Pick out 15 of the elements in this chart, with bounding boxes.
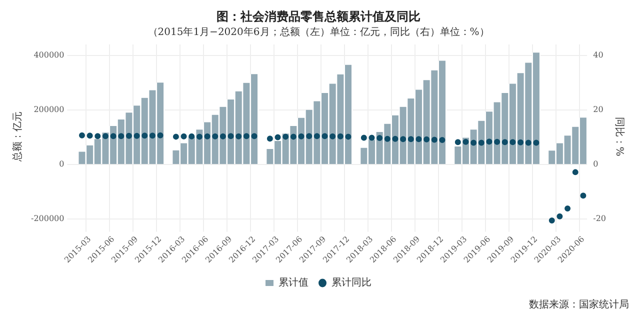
y-axis-title: 总额：亿元: [12, 112, 24, 163]
y-tick-label: 200000: [34, 105, 64, 114]
y2-tick-label: 0: [593, 160, 598, 169]
y2-tick-label: 40: [593, 50, 604, 60]
chart-title: 图：社会消费品零售总额累计值及同比: [216, 9, 420, 24]
source-note: 数据来源：国家统计局: [529, 298, 629, 311]
y-tick-label: 0: [59, 160, 64, 169]
y-tick-label: 400000: [34, 50, 64, 60]
legend-label: 累计同比: [332, 276, 372, 289]
y2-axis-title: 同比：%: [613, 116, 626, 156]
y-tick-label: -200000: [30, 214, 64, 224]
legend-label: 累计值: [278, 276, 308, 289]
y2-tick-label: 20: [593, 105, 604, 114]
chart-subtitle: （2015年1月−2020年6月；总额（左）单位：亿元，同比（右）单位：%）: [148, 26, 490, 38]
y2-tick-label: -20: [593, 214, 606, 224]
